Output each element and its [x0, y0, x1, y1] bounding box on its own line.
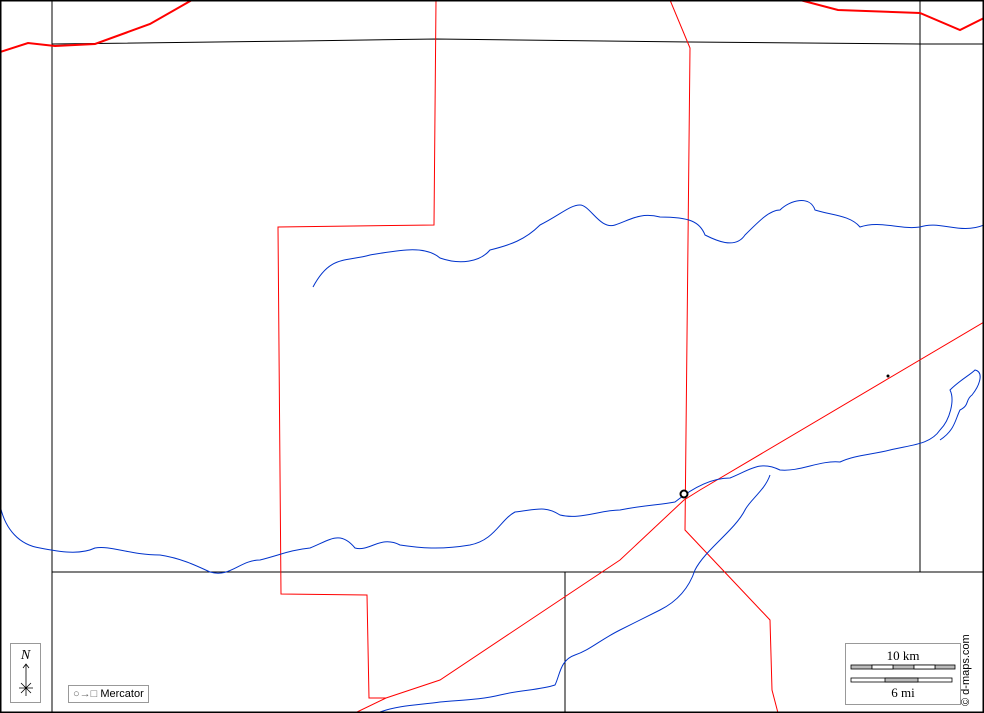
scale-km-label: 10 km	[886, 648, 920, 663]
scale-bars	[850, 664, 956, 683]
town-marker-icon[interactable]	[886, 374, 890, 378]
projection-label: Mercator	[100, 688, 144, 700]
river	[312, 200, 984, 288]
state-boundary	[799, 0, 984, 32]
north-arrow-icon	[19, 663, 33, 696]
river	[0, 369, 981, 574]
rivers	[0, 200, 984, 713]
boundary-line	[277, 0, 437, 699]
state-boundary	[0, 0, 193, 53]
scale-mi-label: 6 mi	[891, 685, 915, 700]
city-marker-icon[interactable]	[679, 489, 689, 499]
north-label: N	[20, 648, 31, 663]
road-line	[354, 321, 984, 713]
scale-bar: 10 km 6 mi	[845, 643, 961, 705]
projection-legend: ○→□ Mercator	[68, 685, 149, 703]
projection-icon: ○→□	[73, 688, 98, 700]
north-arrow: N	[10, 643, 41, 703]
credit: © d-maps.com	[960, 634, 972, 706]
county-line	[51, 38, 984, 45]
river	[379, 474, 771, 713]
county-lines	[51, 0, 984, 713]
boundary-line	[669, 0, 779, 713]
